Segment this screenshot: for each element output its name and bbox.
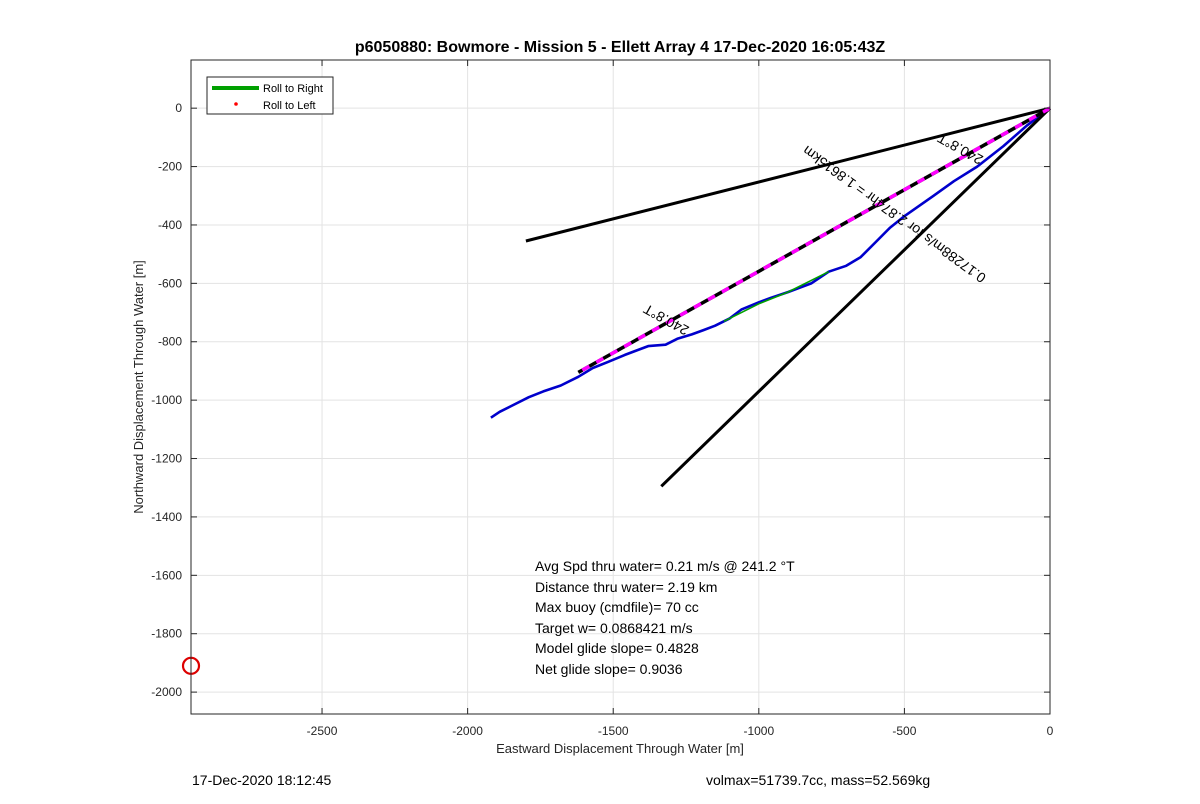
- y-tick-label: -1400: [151, 510, 182, 524]
- annotation-avg-speed: Avg Spd thru water= 0.21 m/s @ 241.2 °T: [535, 558, 795, 574]
- legend-box: [206, 76, 334, 115]
- annotation-block: Avg Spd thru water= 0.21 m/s @ 241.2 °T …: [535, 558, 795, 677]
- y-tick-label: -400: [158, 218, 182, 232]
- x-tick-label: -2000: [452, 724, 483, 738]
- annotation-net-glide: Net glide slope= 0.9036: [535, 661, 683, 677]
- y-tick-label: -200: [158, 160, 182, 174]
- envelope-lower-line: [660, 107, 1052, 488]
- annotation-target-w: Target w= 0.0868421 m/s: [535, 620, 693, 636]
- y-tick-label: -1600: [151, 568, 182, 582]
- legend-roll-left-label: Roll to Left: [263, 100, 316, 112]
- y-tick-label: 0: [175, 101, 182, 115]
- plot-frame: [190, 59, 1051, 715]
- envelope-upper-line: [525, 106, 1051, 243]
- x-tick-label: -1500: [598, 724, 629, 738]
- x-tick-label: -1000: [743, 724, 774, 738]
- annotation-model-glide: Model glide slope= 0.4828: [535, 640, 699, 656]
- chart-title: p6050880: Bowmore - Mission 5 - Ellett A…: [355, 39, 886, 56]
- legend-roll-left-swatch: [234, 102, 238, 106]
- y-tick-label: -1000: [151, 393, 182, 407]
- footer-timestamp: 17-Dec-2020 18:12:45: [192, 772, 332, 788]
- roll-right-line: [723, 270, 830, 323]
- axis-ticks: -2500 -2000 -1500 -1000 -500 0 0 -200 -400 -600 -8…: [151, 60, 1054, 738]
- x-tick-label: -2500: [307, 724, 338, 738]
- annotation-max-buoy: Max buoy (cmdfile)= 70 cc: [535, 599, 699, 615]
- y-tick-label: -1200: [151, 452, 182, 466]
- y-tick-label: -1800: [151, 627, 182, 641]
- data-series: [181, 106, 1052, 675]
- y-tick-label: -600: [158, 276, 182, 290]
- y-axis-label: Northward Displacement Through Water [m]: [131, 260, 146, 514]
- annotation-distance: Distance thru water= 2.19 km: [535, 579, 717, 595]
- legend-roll-right-label: Roll to Right: [263, 83, 323, 95]
- heading-line-dash: [577, 106, 1051, 374]
- x-axis-label: Eastward Displacement Through Water [m]: [496, 741, 744, 756]
- x-tick-label: 0: [1047, 724, 1054, 738]
- plot-area: [191, 60, 1050, 714]
- y-tick-label: -2000: [151, 685, 182, 699]
- x-tick-label: -500: [892, 724, 916, 738]
- y-tick-label: -800: [158, 335, 182, 349]
- footer-stats: volmax=51739.7cc, mass=52.569kg: [706, 772, 931, 788]
- legend: Roll to Right Roll to Left: [206, 76, 334, 115]
